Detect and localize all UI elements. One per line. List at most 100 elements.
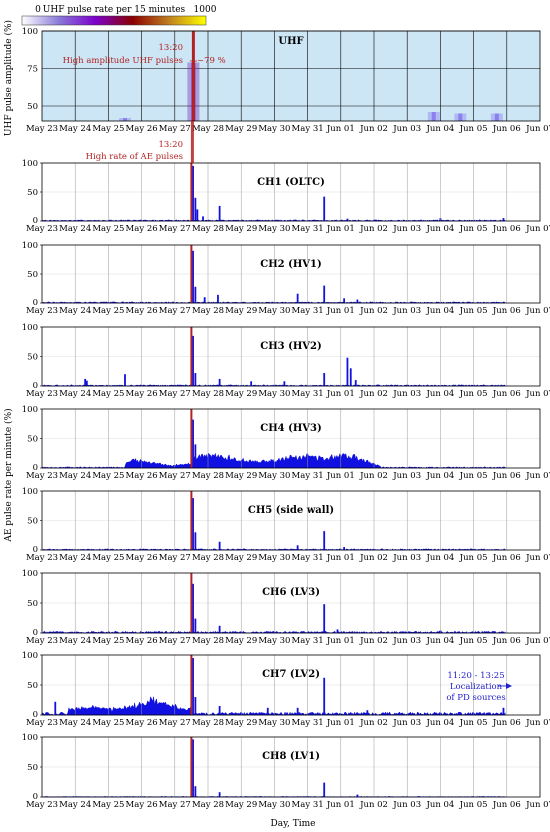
xtick-label: Jun 02 — [359, 306, 388, 316]
xtick-label: May 26 — [126, 471, 158, 481]
xtick-label: Jun 03 — [392, 389, 421, 399]
xtick-label: May 27 — [159, 636, 191, 646]
localization-arrowhead-icon — [506, 683, 512, 689]
panel-frame — [41, 244, 541, 304]
xtick-label: May 27 — [159, 800, 191, 810]
ae-y-axis-title: AE pulse rate per minute (%) — [3, 408, 14, 542]
xtick-label: Jun 01 — [326, 636, 355, 646]
xtick-label: May 24 — [59, 800, 91, 810]
xtick-label: May 26 — [126, 636, 158, 646]
colorbar-label: UHF pulse rate per 15 minutes — [43, 5, 186, 15]
xtick-label: Jun 02 — [359, 718, 388, 728]
xtick-label: Jun 07 — [525, 800, 550, 810]
xtick-label: May 24 — [59, 636, 91, 646]
xtick-label: May 26 — [126, 224, 158, 234]
xtick-label: May 27 — [159, 124, 191, 134]
ytick-label: 0 — [33, 545, 38, 555]
xtick-label: Jun 05 — [459, 800, 488, 810]
uhf-marker-text: High amplitude UHF pulses — [63, 56, 183, 66]
data-area — [41, 452, 506, 469]
xtick-label: May 29 — [225, 306, 257, 316]
xtick-label: May 29 — [225, 718, 257, 728]
ytick-label: 0 — [33, 463, 38, 473]
xtick-label: Jun 07 — [525, 553, 550, 563]
xtick-label: Jun 04 — [425, 389, 454, 399]
uhf-ytick-label: 75 — [27, 65, 38, 75]
xtick-label: May 31 — [292, 224, 324, 234]
colorbar-min-label: 0 — [35, 5, 41, 15]
xtick-label: May 30 — [258, 471, 290, 481]
xtick-label: Jun 06 — [492, 471, 521, 481]
ae-marker-annotation: 13:20 High rate of AE pulses — [86, 140, 183, 162]
xtick-label: May 25 — [92, 124, 124, 134]
xtick-label: Jun 07 — [525, 636, 550, 646]
ytick-label: 0 — [33, 216, 38, 226]
xtick-label: Jun 02 — [359, 471, 388, 481]
xtick-label: May 25 — [92, 636, 124, 646]
xtick-label: May 26 — [126, 718, 158, 728]
ae-marker-time: 13:20 — [159, 140, 184, 150]
xtick-label: Jun 01 — [326, 471, 355, 481]
xtick-label: May 26 — [126, 553, 158, 563]
ytick-label: 100 — [22, 651, 38, 661]
xtick-label: May 25 — [92, 389, 124, 399]
xtick-label: May 23 — [26, 800, 58, 810]
localization-line1: Localization — [450, 682, 503, 692]
xtick-label: May 28 — [192, 471, 224, 481]
xtick-label: May 29 — [225, 124, 257, 134]
xtick-label: Jun 04 — [425, 306, 454, 316]
xtick-label: May 25 — [92, 553, 124, 563]
xtick-label: Jun 03 — [392, 636, 421, 646]
panel-title: CH5 (side wall) — [248, 505, 334, 516]
xtick-label: Jun 05 — [459, 636, 488, 646]
ytick-label: 50 — [27, 681, 38, 691]
ytick-label: 100 — [22, 487, 38, 497]
xtick-label: Jun 07 — [525, 224, 550, 234]
xtick-label: Jun 01 — [326, 718, 355, 728]
uhf-hotspot-core — [458, 113, 463, 121]
localization-line2: of PD sources — [446, 693, 505, 703]
panel-ch1: 0 50 100 CH1 (OLTC) May 23 May 24 May 25 May 26… — [22, 159, 550, 234]
ytick-label: 0 — [33, 710, 38, 720]
xtick-label: May 31 — [292, 718, 324, 728]
xtick-label: Jun 03 — [392, 471, 421, 481]
xtick-label: Jun 07 — [525, 124, 550, 134]
xtick-label: May 29 — [225, 389, 257, 399]
xtick-label: May 31 — [292, 800, 324, 810]
xtick-label: Jun 04 — [425, 800, 454, 810]
xtick-label: May 28 — [192, 306, 224, 316]
xtick-label: May 30 — [258, 224, 290, 234]
ytick-label: 100 — [22, 323, 38, 333]
xtick-label: May 24 — [59, 306, 91, 316]
xtick-label: May 23 — [26, 636, 58, 646]
ytick-label: 0 — [33, 628, 38, 638]
xtick-label: May 25 — [92, 800, 124, 810]
xtick-label: May 30 — [258, 718, 290, 728]
uhf-marker-time: 13:20 — [159, 43, 184, 53]
xtick-label: May 27 — [159, 306, 191, 316]
xtick-label: May 30 — [258, 306, 290, 316]
xtick-label: May 28 — [192, 389, 224, 399]
xtick-label: Jun 02 — [359, 389, 388, 399]
xtick-label: May 27 — [159, 553, 191, 563]
xtick-label: May 29 — [225, 471, 257, 481]
xtick-label: May 25 — [92, 224, 124, 234]
xtick-label: Jun 06 — [492, 224, 521, 234]
xtick-label: Jun 05 — [459, 553, 488, 563]
uhf-marker-annotation: 13:20 High amplitude UHF pulses ~79 % — [63, 43, 226, 66]
xtick-label: May 27 — [159, 718, 191, 728]
xtick-label: May 27 — [159, 471, 191, 481]
panel-title: CH7 (LV2) — [262, 669, 320, 680]
xtick-label: May 28 — [192, 718, 224, 728]
ytick-label: 50 — [27, 435, 38, 445]
localization-time: 11:20 - 13:25 — [447, 671, 504, 681]
panel-title: UHF — [278, 36, 303, 47]
xtick-label: May 23 — [26, 389, 58, 399]
panel-frame — [41, 162, 541, 222]
xtick-label: May 31 — [292, 124, 324, 134]
xtick-label: Jun 04 — [425, 471, 454, 481]
xtick-label: May 29 — [225, 800, 257, 810]
xtick-label: May 28 — [192, 636, 224, 646]
